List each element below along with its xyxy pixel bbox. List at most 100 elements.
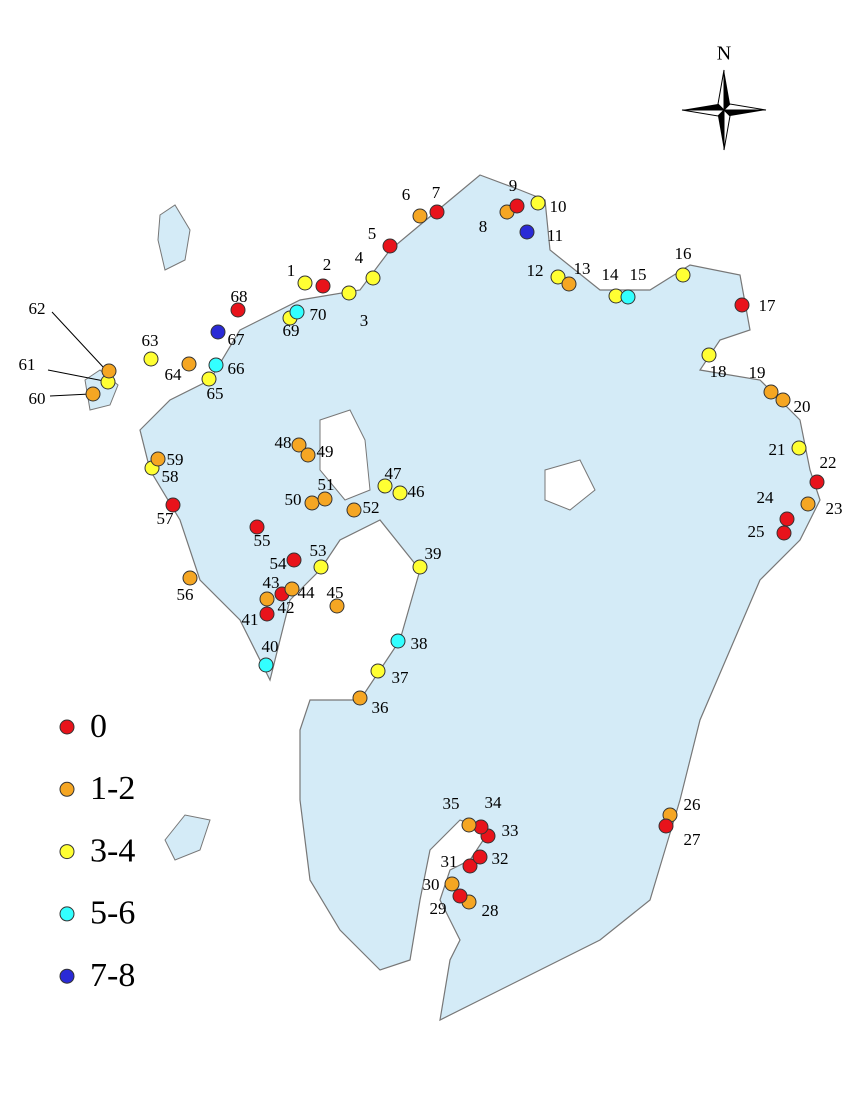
site-label: 39 [425, 544, 442, 563]
site-marker [315, 278, 331, 294]
site-marker [382, 238, 398, 254]
site-marker [779, 511, 795, 527]
site-label: 12 [527, 261, 544, 280]
site-label: 40 [262, 637, 279, 656]
site-marker [365, 270, 381, 286]
site-label: 57 [157, 509, 175, 528]
site-label: 51 [318, 475, 335, 494]
legend-label: 0 [90, 708, 107, 745]
site-marker [775, 392, 791, 408]
site-label: 68 [231, 287, 248, 306]
legend-label: 1-2 [90, 770, 135, 807]
legend-marker [59, 719, 75, 735]
site-marker [300, 447, 316, 463]
site-label: 19 [749, 363, 766, 382]
site-label: 47 [385, 464, 403, 483]
site-marker [210, 324, 226, 340]
site-label: 59 [167, 450, 184, 469]
site-marker [390, 633, 406, 649]
site-marker [509, 198, 525, 214]
site-label: 66 [228, 359, 245, 378]
site-label: 52 [363, 498, 380, 517]
site-marker [620, 289, 636, 305]
north-label: N [717, 43, 731, 65]
site-label: 8 [479, 217, 488, 236]
site-label: 21 [769, 440, 786, 459]
kyushu-landmass [139, 174, 821, 1022]
site-label: 35 [443, 794, 460, 813]
site-label: 24 [757, 488, 775, 507]
site-label: 20 [794, 397, 811, 416]
site-marker [701, 347, 717, 363]
site-label: 36 [372, 698, 389, 717]
site-marker [776, 525, 792, 541]
site-marker [143, 351, 159, 367]
site-label: 22 [820, 453, 837, 472]
site-marker [392, 485, 408, 501]
site-marker [519, 224, 535, 240]
site-marker [791, 440, 807, 456]
site-label: 56 [177, 585, 194, 604]
site-label: 42 [278, 598, 295, 617]
site-label: 5 [368, 224, 377, 243]
site-marker [412, 208, 428, 224]
site-label: 18 [710, 362, 727, 381]
site-label: 13 [574, 259, 591, 278]
site-marker [259, 606, 275, 622]
site-label: 23 [826, 499, 843, 518]
leader-line [51, 311, 105, 369]
site-marker [550, 269, 566, 285]
site-marker [352, 690, 368, 706]
site-label: 41 [242, 610, 259, 629]
leader-line [49, 393, 91, 397]
site-label: 9 [509, 176, 518, 195]
site-marker [208, 357, 224, 373]
site-label: 46 [408, 482, 425, 501]
site-label: 54 [270, 554, 288, 573]
site-label: 69 [283, 321, 300, 340]
site-marker [530, 195, 546, 211]
site-marker [346, 502, 362, 518]
site-marker [461, 817, 477, 833]
site-label: 70 [310, 305, 327, 324]
site-label: 44 [298, 583, 316, 602]
legend-label: 3-4 [90, 832, 135, 869]
legend-marker [59, 781, 75, 797]
site-label: 4 [355, 248, 364, 267]
site-marker [181, 356, 197, 372]
site-marker [182, 570, 198, 586]
site-label: 60 [29, 389, 46, 408]
site-marker [165, 497, 181, 513]
site-label: 67 [228, 330, 246, 349]
site-label: 34 [485, 793, 503, 812]
site-marker [313, 559, 329, 575]
site-label: 27 [684, 830, 702, 849]
site-label: 50 [285, 490, 302, 509]
site-marker [258, 657, 274, 673]
site-label: 31 [441, 852, 458, 871]
site-marker [85, 386, 101, 402]
site-label: 33 [502, 821, 519, 840]
site-marker [675, 267, 691, 283]
legend-label: 5-6 [90, 895, 135, 932]
site-label: 15 [630, 265, 647, 284]
site-label: 25 [748, 522, 765, 541]
legend-marker [59, 906, 75, 922]
site-marker [377, 478, 393, 494]
site-label: 48 [275, 433, 292, 452]
site-label: 17 [759, 296, 777, 315]
site-label: 1 [287, 261, 296, 280]
site-label: 43 [263, 573, 280, 592]
site-label: 63 [142, 331, 159, 350]
site-label: 61 [19, 355, 36, 374]
site-label: 28 [482, 901, 499, 920]
site-marker [734, 297, 750, 313]
legend-marker [59, 844, 75, 860]
site-marker [150, 451, 166, 467]
site-marker [800, 496, 816, 512]
site-marker [201, 371, 217, 387]
site-label: 62 [29, 299, 46, 318]
site-marker [429, 204, 445, 220]
site-label: 30 [423, 875, 440, 894]
